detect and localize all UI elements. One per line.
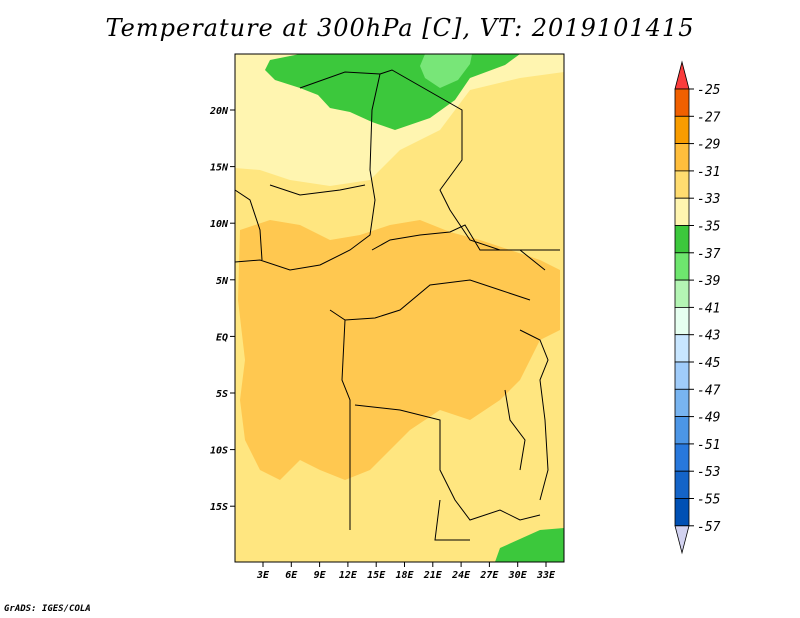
colorbar-swatch [674,334,690,363]
colorbar-swatch [674,388,690,417]
lon-tick-label: 24E [451,570,471,581]
colorbar-label: -33 [697,192,720,207]
colorbar-swatch [674,279,690,308]
lat-tick-label: 10N [210,219,229,230]
colorbar-label: -51 [697,438,720,453]
colorbar-swatch [674,170,690,199]
colorbar-label: -25 [697,83,721,98]
colorbar-swatch [674,361,690,390]
lat-tick-label: 5N [216,276,229,287]
colorbar-label: -37 [697,247,721,262]
colorbar-bottom-arrow [674,525,690,555]
grads-credit: GrADS: IGES/COLA [4,604,91,614]
colorbar-label: -27 [697,110,721,125]
colorbar-swatch [674,470,690,499]
lon-tick-label: 3E [256,570,270,581]
colorbar-swatch [674,306,690,336]
lon-tick-label: 30E [508,570,528,581]
lon-tick-label: 18E [395,570,414,581]
light-green-region-north [420,54,472,88]
colorbar-swatch [674,416,690,445]
colorbar-label: -31 [697,165,720,180]
lon-tick-label: 33E [536,570,556,581]
colorbar-swatch [674,143,690,172]
lat-tick-label: 15N [210,163,229,174]
colorbar-label: -47 [697,383,721,398]
map-plot-area [234,53,565,563]
colorbar-label: -29 [697,138,720,153]
lon-tick-label: 6E [285,570,298,581]
orange-region-central [238,220,560,480]
lat-tick-label: 10S [210,446,228,457]
colorbar-label: -53 [697,465,720,480]
green-region-south [495,528,564,562]
colorbar-label: -41 [697,301,720,316]
country-borders [234,69,560,541]
chart-title: Temperature at 300hPa [C], VT: 201910141… [105,14,695,42]
lon-tick-label: 9E [314,570,327,581]
longitude-axis: 3E 6E 9E 12E 15E 18E 21E 24E 27E 30E 33E [256,562,556,581]
colorbar-swatch [674,197,690,226]
colorbar-swatch [674,252,690,281]
colorbar-top-arrow [674,60,690,90]
lat-tick-label: EQ [216,332,228,343]
lat-tick-label: 20N [209,106,229,117]
colorbar-swatch [674,443,690,472]
colorbar-label: -55 [697,493,721,508]
lon-tick-label: 21E [423,570,443,581]
lon-tick-label: 12E [339,570,358,581]
colorbar-swatch [674,225,690,254]
colorbar-label: -43 [697,329,720,344]
pale-region-south [430,455,564,545]
colorbar-label: -39 [697,274,720,289]
lat-tick-label: 15S [210,502,228,513]
colorbar-label: -57 [697,520,721,535]
colorbar-label: -45 [697,356,721,371]
colorbar-label: -49 [697,411,720,426]
colorbar-swatch [674,88,690,117]
colorbar-label: -35 [697,220,721,235]
lon-tick-label: 27E [479,570,499,581]
latitude-axis: 20N 15N 10N 5N EQ 5S 10S 15S [209,106,235,513]
lon-tick-label: 15E [367,570,386,581]
colorbar-swatch [674,115,690,145]
colorbar-swatch [674,498,690,527]
colorbar: -25 -27 -29 -31 -33 -35 -37 -39 -41 -43 -45 -47 -49 -… [674,60,721,555]
lat-tick-label: 5S [216,389,228,400]
map-frame [234,53,565,563]
